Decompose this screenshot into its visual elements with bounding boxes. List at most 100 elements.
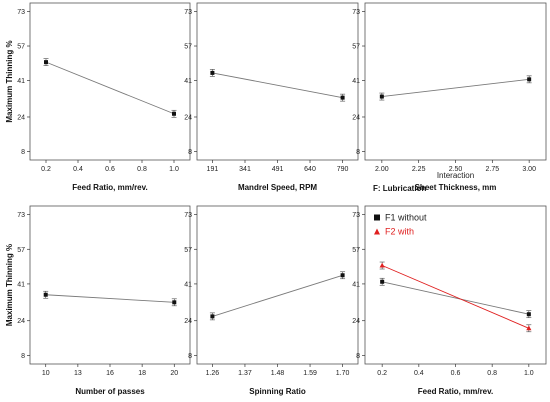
- y-tick-label: 8: [21, 353, 25, 360]
- x-tick-label: 0.4: [73, 166, 83, 173]
- x-tick-label: 1.37: [238, 370, 252, 377]
- x-axis-label: Sheet Thickness, mm: [415, 183, 497, 192]
- x-tick-label: 0.8: [487, 370, 497, 377]
- y-tick-label: 57: [184, 44, 192, 51]
- y-tick-label: 41: [352, 281, 360, 288]
- data-point: [43, 292, 48, 297]
- series-line: [212, 72, 343, 99]
- x-tick-label: 18: [138, 370, 146, 377]
- x-tick-label: 3.00: [522, 166, 536, 173]
- x-tick-label: 0.8: [137, 166, 147, 173]
- x-axis-label: Mandrel Speed, RPM: [238, 183, 317, 192]
- series-line: [381, 265, 530, 329]
- y-tick-label: 8: [188, 149, 192, 156]
- x-tick-label: 16: [106, 370, 114, 377]
- y-tick-label: 73: [17, 212, 25, 219]
- x-tick-label: 1.0: [524, 370, 534, 377]
- y-tick-label: 73: [184, 9, 192, 16]
- panel-6: 8 24 41 57 73 0.2 0.4 0.6 0.8 1.0 Feed Ratio, mm/r…: [352, 171, 547, 396]
- y-tick-label: 41: [352, 78, 360, 85]
- y-tick-label: 8: [356, 353, 360, 360]
- x-tick-label: 10: [42, 370, 50, 377]
- panel-4: 8 24 41 57 73 10 13 16 18 20 Number of passes Maxim…: [5, 205, 191, 396]
- data-point: [526, 325, 532, 331]
- x-tick-label: 1.59: [303, 370, 317, 377]
- series-line: [382, 281, 529, 315]
- panel-1: 8 24 41 57 73 0.2 0.4 0.6 0.8 1.0 Feed Ratio, mm/r…: [5, 2, 191, 192]
- series-line: [212, 274, 343, 317]
- y-tick-label: 41: [184, 78, 192, 85]
- x-tick-label: 0.6: [451, 370, 461, 377]
- data-point: [44, 60, 48, 65]
- y-tick-label: 57: [184, 247, 192, 254]
- legend-entry: F2 with: [385, 227, 414, 237]
- y-tick-label: 57: [352, 247, 360, 254]
- x-tick-label: 0.2: [41, 166, 51, 173]
- x-tick-label: 1.0: [169, 166, 179, 173]
- y-tick-label: 24: [352, 318, 360, 325]
- series-line: [45, 61, 175, 115]
- panel-frame: [196, 2, 359, 161]
- series-line: [381, 78, 530, 98]
- panel-frame: [196, 205, 359, 365]
- panel-frame: [364, 2, 547, 161]
- data-point: [526, 312, 531, 317]
- data-point: [172, 111, 176, 116]
- y-axis-label: Maximum Thinning %: [5, 40, 14, 122]
- x-tick-label: 191: [207, 166, 219, 173]
- legend-triangle-icon: [374, 228, 380, 235]
- panel-5: 8 24 41 57 73 1.26 1.37 1.48 1.59 1.70 Spinning Ra…: [184, 205, 359, 396]
- panel-frame: [29, 2, 191, 161]
- y-tick-label: 73: [17, 9, 25, 16]
- data-point: [379, 94, 384, 99]
- legend-square-icon: [374, 214, 380, 221]
- x-axis-label: Feed Ratio, mm/rev.: [72, 183, 147, 192]
- x-tick-label: 1.26: [206, 370, 220, 377]
- data-point: [340, 95, 345, 100]
- legend-entry: F1 without: [385, 213, 427, 223]
- panel-3: 8 24 41 57 73 2.00 2.25 2.50 2.75 3.00 Sheet Thick…: [352, 2, 547, 192]
- y-tick-label: 41: [17, 78, 25, 85]
- x-tick-label: 640: [304, 166, 316, 173]
- data-point: [380, 279, 385, 284]
- x-tick-label: 790: [337, 166, 349, 173]
- data-point: [172, 300, 177, 305]
- y-tick-label: 73: [184, 212, 192, 219]
- x-tick-label: 2.50: [449, 166, 463, 173]
- x-tick-label: 0.2: [377, 370, 387, 377]
- x-tick-label: 2.25: [412, 166, 426, 173]
- x-tick-label: 0.6: [105, 166, 115, 173]
- chart-title: Interaction: [437, 171, 474, 180]
- data-point: [527, 77, 532, 82]
- y-tick-label: 24: [184, 318, 192, 325]
- x-tick-label: 1.70: [336, 370, 350, 377]
- x-tick-label: 491: [272, 166, 284, 173]
- y-tick-label: 24: [17, 318, 25, 325]
- x-axis-label: Feed Ratio, mm/rev.: [418, 387, 493, 396]
- panel-frame: [29, 205, 191, 365]
- x-tick-label: 2.75: [486, 166, 500, 173]
- y-tick-label: 73: [352, 212, 360, 219]
- y-tick-label: 57: [352, 44, 360, 51]
- x-tick-label: 1.48: [271, 370, 285, 377]
- y-tick-label: 57: [17, 44, 25, 51]
- x-tick-label: 0.4: [414, 370, 424, 377]
- x-tick-label: 341: [239, 166, 251, 173]
- y-tick-label: 8: [356, 149, 360, 156]
- y-tick-label: 24: [352, 114, 360, 121]
- series-line: [45, 294, 175, 303]
- panel-2: 8 24 41 57 73 191 341 491 640 790 Mandrel Speed, R…: [184, 2, 359, 192]
- x-axis-label: Spinning Ratio: [249, 387, 306, 396]
- data-point: [210, 70, 215, 75]
- y-tick-label: 41: [17, 281, 25, 288]
- x-tick-label: 2.00: [375, 166, 389, 173]
- data-point: [210, 314, 215, 319]
- data-point: [340, 273, 345, 278]
- y-tick-label: 8: [21, 149, 25, 156]
- x-axis-label: Number of passes: [75, 387, 145, 396]
- y-tick-label: 73: [352, 9, 360, 16]
- legend-title: F: Lubrication: [373, 184, 426, 193]
- y-tick-label: 24: [184, 114, 192, 121]
- data-point: [379, 262, 385, 268]
